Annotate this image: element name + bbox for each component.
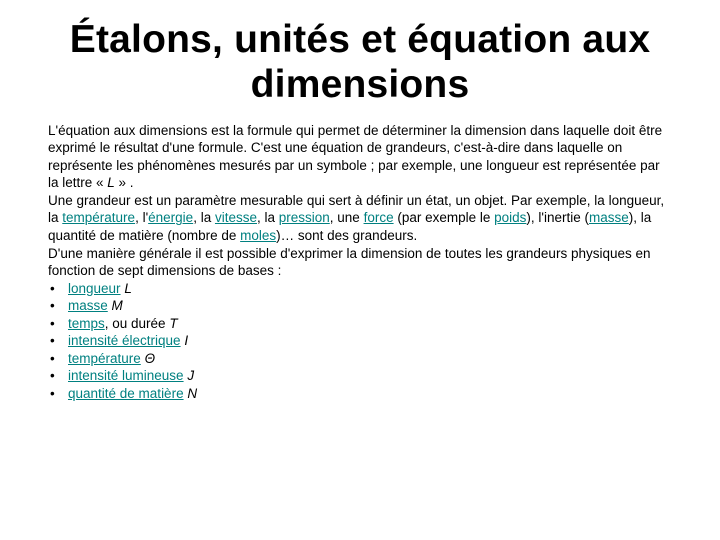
link-masse[interactable]: masse [589, 210, 629, 225]
link-energie[interactable]: énergie [148, 210, 193, 225]
para1-symbol: L [107, 175, 115, 190]
dim-symbol: T [169, 316, 177, 331]
link-masse-2[interactable]: masse [68, 298, 108, 313]
link-quantite-matiere[interactable]: quantité de matière [68, 386, 184, 401]
list-item: longueur L [48, 280, 672, 298]
para2-d: , la [257, 210, 279, 225]
list-item: temps, ou durée T [48, 315, 672, 333]
slide-body: L'équation aux dimensions est la formule… [48, 122, 672, 403]
dim-symbol: N [187, 386, 197, 401]
para2-i: )… sont des grandeurs. [276, 228, 417, 243]
link-intensite-lumineuse[interactable]: intensité lumineuse [68, 368, 184, 383]
link-temperature[interactable]: température [62, 210, 135, 225]
link-force[interactable]: force [364, 210, 394, 225]
paragraph-1: L'équation aux dimensions est la formule… [48, 122, 672, 192]
link-poids[interactable]: poids [494, 210, 526, 225]
list-item: intensité électrique I [48, 332, 672, 350]
slide-title: Étalons, unités et équation aux dimensio… [48, 18, 672, 108]
link-moles[interactable]: moles [240, 228, 276, 243]
dim-symbol: M [112, 298, 123, 313]
paragraph-3: D'une manière générale il est possible d… [48, 245, 672, 280]
para1-text: L'équation aux dimensions est la formule… [48, 123, 662, 191]
slide: Étalons, unités et équation aux dimensio… [0, 0, 720, 540]
link-vitesse[interactable]: vitesse [215, 210, 257, 225]
dim-symbol: I [184, 333, 188, 348]
para2-g: ), l'inertie ( [526, 210, 589, 225]
list-item: température Θ [48, 350, 672, 368]
link-temps[interactable]: temps [68, 316, 105, 331]
para2-e: , une [330, 210, 364, 225]
dim-symbol: L [124, 281, 132, 296]
link-pression[interactable]: pression [279, 210, 330, 225]
link-temperature-2[interactable]: température [68, 351, 141, 366]
list-item: intensité lumineuse J [48, 367, 672, 385]
para1-end: » . [115, 175, 134, 190]
dim-symbol: Θ [145, 351, 156, 366]
list-item: masse M [48, 297, 672, 315]
list-item: quantité de matière N [48, 385, 672, 403]
text-after: , ou durée [105, 316, 170, 331]
para2-c: , la [193, 210, 215, 225]
para2-b: , l' [135, 210, 148, 225]
link-intensite-electrique[interactable]: intensité électrique [68, 333, 181, 348]
paragraph-2: Une grandeur est un paramètre mesurable … [48, 192, 672, 245]
dimensions-list: longueur L masse M temps, ou durée T int… [48, 280, 672, 403]
dim-symbol: J [187, 368, 194, 383]
link-longueur[interactable]: longueur [68, 281, 121, 296]
para2-f: (par exemple le [394, 210, 495, 225]
